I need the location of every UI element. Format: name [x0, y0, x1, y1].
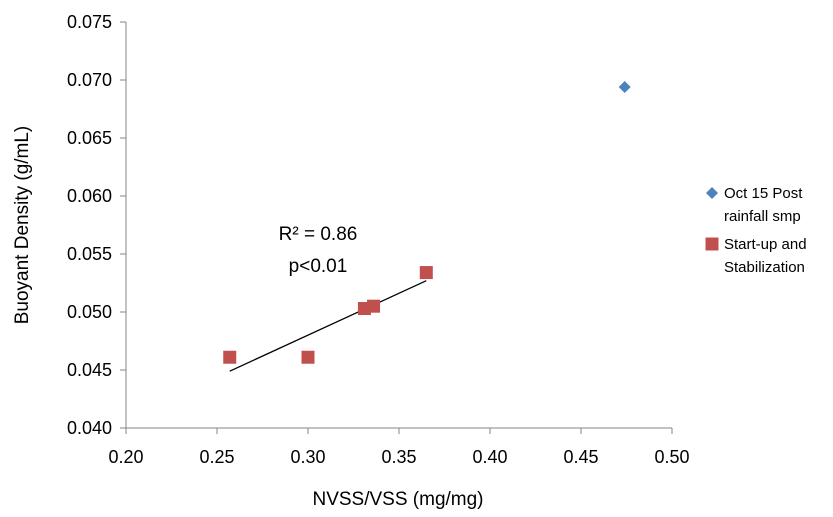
y-tick-label: 0.065 [67, 128, 112, 148]
x-axis-title: NVSS/VSS (mg/mg) [312, 489, 483, 510]
x-tick-label: 0.35 [381, 447, 416, 467]
legend-label-line: Start-up and [724, 236, 807, 253]
data-point-square [367, 299, 381, 313]
legend-marker-2 [705, 237, 719, 251]
x-tick-label: 0.30 [290, 447, 325, 467]
data-point-square [301, 350, 315, 364]
trendline-group [229, 280, 427, 372]
annotation-p-value: p<0.01 [289, 256, 348, 277]
legend-label-line: rainfall smp [724, 208, 801, 225]
legend-label-line: Oct 15 Post [724, 185, 803, 202]
annotation-r-squared: R² = 0.86 [279, 224, 358, 245]
data-point-diamond [618, 80, 631, 93]
y-axis-title: Buoyant Density (g/mL) [12, 126, 33, 325]
trendline [229, 280, 427, 372]
x-tick-label: 0.40 [472, 447, 507, 467]
data-point-square [223, 350, 237, 364]
legend: Oct 15 Post rainfall smp Start-up and Stabi… [705, 185, 807, 276]
legend-label-line: Stabilization [724, 259, 805, 276]
x-tick-label: 0.50 [654, 447, 689, 467]
y-tick-label: 0.040 [67, 418, 112, 438]
axes [120, 21, 673, 434]
y-tick-label: 0.075 [67, 12, 112, 32]
y-tick-label: 0.060 [67, 186, 112, 206]
legend-marker-1 [706, 187, 718, 199]
tick-labels: 0.040 0.045 0.050 0.055 0.060 0.065 0.070 0.075… [67, 12, 690, 467]
y-tick-label: 0.070 [67, 70, 112, 90]
data-points [223, 80, 631, 364]
y-tick-label: 0.050 [67, 302, 112, 322]
data-point-square [419, 266, 433, 280]
y-tick-label: 0.045 [67, 360, 112, 380]
x-tick-label: 0.45 [563, 447, 598, 467]
x-tick-label: 0.20 [108, 447, 143, 467]
x-tick-label: 0.25 [199, 447, 234, 467]
y-tick-label: 0.055 [67, 244, 112, 264]
